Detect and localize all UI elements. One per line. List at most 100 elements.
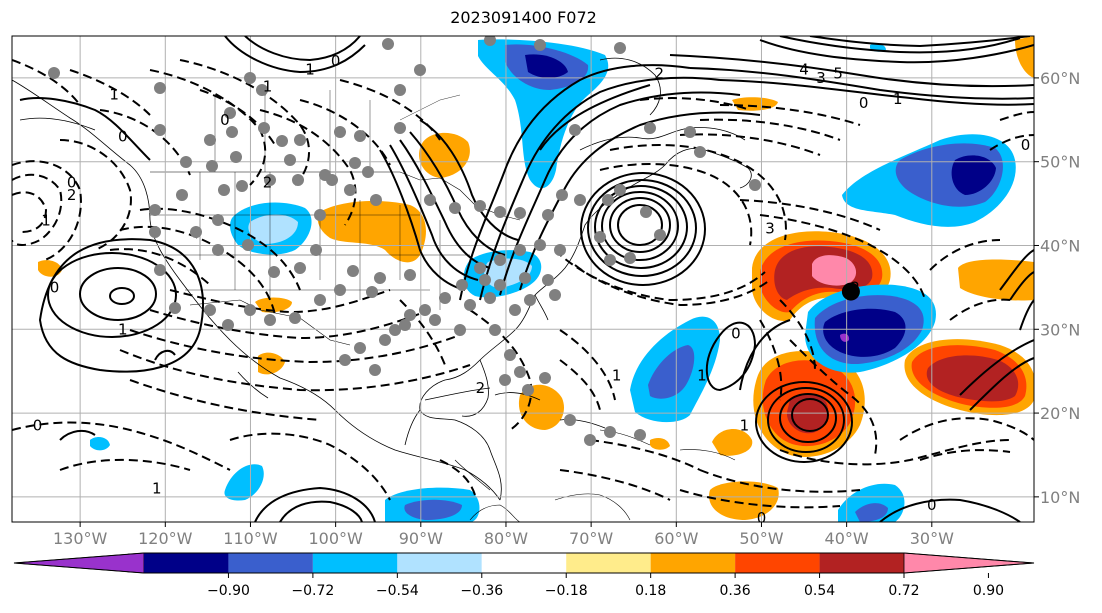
station-dot	[456, 279, 468, 291]
station-dot	[180, 156, 192, 168]
lat-tick-label: 20°N	[1040, 404, 1080, 423]
station-dot	[190, 226, 202, 238]
colorbar-extend-min	[13, 552, 145, 574]
colorbar-tick-label: −0.18	[545, 583, 588, 599]
station-dot	[264, 174, 276, 186]
station-dot	[362, 166, 374, 178]
station-dot	[224, 107, 236, 119]
lon-tick-label: 130°W	[53, 529, 108, 548]
colorbar-segment	[735, 553, 820, 573]
station-dot	[614, 184, 626, 196]
station-dot	[474, 262, 486, 274]
station-dot	[48, 67, 60, 79]
lat-tick-label: 60°N	[1040, 69, 1080, 88]
station-dot	[509, 304, 521, 316]
colorbar-segment	[481, 553, 567, 573]
station-dot	[289, 312, 301, 324]
station-dot	[149, 226, 161, 238]
contour-label: 1	[152, 479, 162, 497]
station-dot	[556, 189, 568, 201]
colorbar-segment	[228, 553, 313, 573]
station-dot	[382, 38, 394, 50]
station-dot	[542, 209, 554, 221]
contour-label: 2	[263, 174, 273, 192]
contour-label: 1	[109, 86, 119, 104]
station-dot	[349, 157, 361, 169]
station-dot	[522, 384, 534, 396]
contour-label: 2	[67, 186, 77, 204]
station-dot	[204, 304, 216, 316]
contour-layer	[12, 36, 1034, 522]
station-dot	[542, 274, 554, 286]
colorbar-tick-label: −0.90	[207, 583, 250, 599]
station-dot	[242, 239, 254, 251]
station-dot	[539, 372, 551, 384]
station-dot	[294, 134, 306, 146]
lon-tick-label: 50°W	[739, 529, 783, 548]
station-dot	[154, 264, 166, 276]
longitude-axis: 130°W 120°W 110°W 100°W 90°W 80°W 70°W 60°W 50°W…	[53, 522, 954, 548]
station-dot	[644, 122, 656, 134]
station-dot	[334, 126, 346, 138]
contour-label: 2	[654, 65, 664, 83]
station-dot	[499, 374, 511, 386]
station-dot	[749, 179, 761, 191]
contour-label: 1	[612, 366, 622, 384]
station-dot	[489, 324, 501, 336]
station-dot	[414, 64, 426, 76]
station-dot	[268, 266, 280, 278]
station-dot	[404, 309, 416, 321]
contour-label: 1	[41, 211, 51, 229]
contour-label: 1	[263, 77, 273, 95]
station-dot	[519, 272, 531, 284]
colorbar-segment	[144, 553, 229, 573]
station-dot	[284, 154, 296, 166]
colorbar-tick-label: −0.72	[291, 583, 334, 599]
station-dot	[326, 174, 338, 186]
contour-label: 0	[731, 324, 741, 342]
station-dot	[389, 324, 401, 336]
contour-label: 5	[833, 65, 843, 83]
contour-label: 2	[476, 379, 486, 397]
station-dot	[374, 272, 386, 284]
station-dot	[514, 244, 526, 256]
station-dot	[494, 279, 506, 291]
contour-label: 0	[67, 174, 77, 192]
contour-label: 3	[765, 220, 775, 238]
lon-tick-label: 120°W	[138, 529, 193, 548]
contour-label: 0	[50, 278, 60, 296]
station-dot	[449, 202, 461, 214]
lat-tick-label: 40°N	[1040, 236, 1080, 255]
contour-label: 0	[33, 417, 43, 435]
station-dot	[314, 209, 326, 221]
station-dot	[494, 206, 506, 218]
station-dot	[534, 39, 546, 51]
contour-label: 1	[305, 61, 315, 79]
station-dot	[494, 254, 506, 266]
station-dot	[464, 299, 476, 311]
colorbar-segment	[397, 553, 482, 573]
station-dot	[424, 194, 436, 206]
station-dot	[169, 302, 181, 314]
station-dot	[347, 265, 359, 277]
station-dot	[204, 134, 216, 146]
station-dot	[524, 294, 536, 306]
station-dot	[504, 349, 516, 361]
contour-label: 0	[118, 128, 128, 146]
contour-label: 0	[927, 496, 937, 514]
station-dot	[584, 434, 596, 446]
lon-tick-label: 90°W	[399, 529, 443, 548]
station-dot	[154, 82, 166, 94]
contour-label: 1	[893, 90, 903, 108]
station-dot	[564, 414, 576, 426]
lon-tick-label: 100°W	[308, 529, 363, 548]
station-dot	[549, 289, 561, 301]
station-dot	[334, 284, 346, 296]
station-dot	[212, 214, 224, 226]
station-dot	[292, 174, 304, 186]
colorbar-segment	[819, 553, 904, 573]
station-dot	[244, 304, 256, 316]
dashed-contours	[12, 59, 1034, 509]
contour-label: 1	[118, 320, 128, 338]
station-dot	[394, 122, 406, 134]
